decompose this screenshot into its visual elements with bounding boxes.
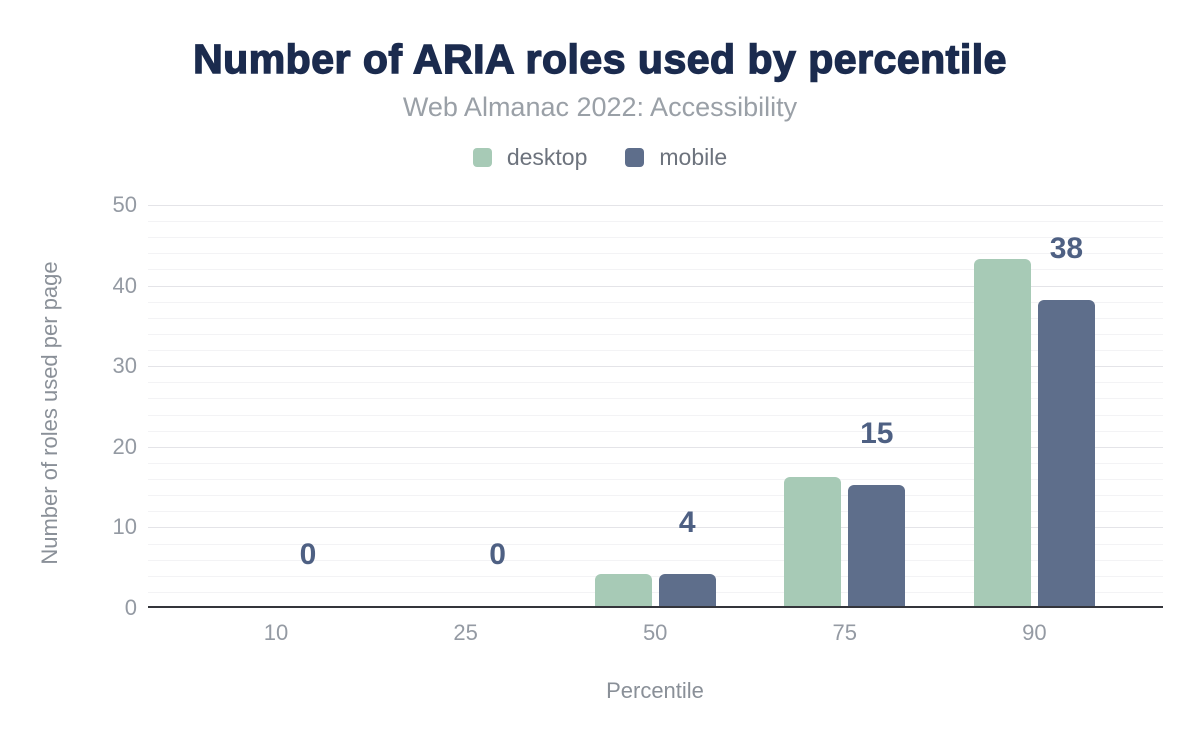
y-axis-tick-label: 40 (112, 272, 137, 298)
legend-item-desktop: desktop (472, 144, 588, 171)
bar-value-label: 15 (860, 417, 894, 451)
bar-value-label: 4 (678, 505, 696, 539)
minor-gridline (148, 430, 1163, 432)
plot-area: 0 0 4 15 38 (148, 205, 1163, 608)
minor-gridline (148, 317, 1163, 319)
bar-value-label: 38 (1049, 231, 1084, 265)
bar-value-label: 0 (299, 538, 317, 571)
major-gridline (148, 366, 1163, 368)
minor-gridline (148, 301, 1163, 303)
major-gridline (148, 285, 1163, 287)
x-axis-tick-label: 75 (832, 620, 858, 645)
desktop-legend-swatch-icon (472, 148, 492, 167)
bar-value-label: 0 (489, 538, 506, 571)
minor-gridline (148, 543, 1163, 545)
y-axis-tick-label: 10 (112, 514, 137, 540)
mobile-legend-swatch-icon (625, 148, 645, 167)
minor-gridline (148, 479, 1163, 481)
legend-item-mobile: mobile (625, 144, 727, 171)
major-gridline (148, 446, 1163, 448)
minor-gridline (148, 382, 1163, 384)
legend-label-desktop: desktop (506, 144, 588, 170)
major-gridline (148, 205, 1163, 206)
minor-gridline (148, 253, 1163, 255)
minor-gridline (148, 237, 1163, 239)
x-axis-tick-label: 25 (453, 620, 478, 645)
minor-gridline (148, 495, 1163, 497)
y-axis-tick-label: 20 (112, 433, 137, 459)
major-gridline (148, 527, 1163, 529)
x-axis-tick-label: 90 (1022, 620, 1047, 645)
minor-gridline (148, 511, 1163, 513)
minor-gridline (148, 269, 1163, 271)
desktop-bar (784, 477, 842, 606)
y-axis-tick-label: 0 (124, 595, 137, 620)
y-axis-tick-label: 30 (112, 353, 137, 379)
chart-subtitle: Web Almanac 2022: Accessibility (402, 92, 798, 122)
x-axis-tick-label: 50 (642, 620, 668, 645)
chart-title: Number of ARIA roles used by percentile (192, 35, 1007, 82)
minor-gridline (148, 398, 1163, 400)
mobile-bar (658, 573, 716, 606)
minor-gridline (148, 591, 1163, 593)
mobile-bar (1037, 299, 1095, 606)
minor-gridline (148, 221, 1163, 223)
mobile-bar (848, 485, 906, 606)
minor-gridline (148, 350, 1163, 352)
x-axis-tick-label: 10 (263, 620, 289, 645)
minor-gridline (148, 414, 1163, 416)
desktop-bar (973, 259, 1031, 606)
minor-gridline (148, 333, 1163, 335)
y-axis-tick-label: 50 (112, 192, 137, 217)
legend-label-mobile: mobile (659, 144, 728, 170)
legend: desktop mobile (0, 144, 1200, 171)
minor-gridline (148, 559, 1163, 561)
x-axis-title: Percentile (606, 678, 704, 703)
minor-gridline (148, 575, 1163, 577)
desktop-bar (594, 573, 652, 606)
minor-gridline (148, 462, 1163, 464)
